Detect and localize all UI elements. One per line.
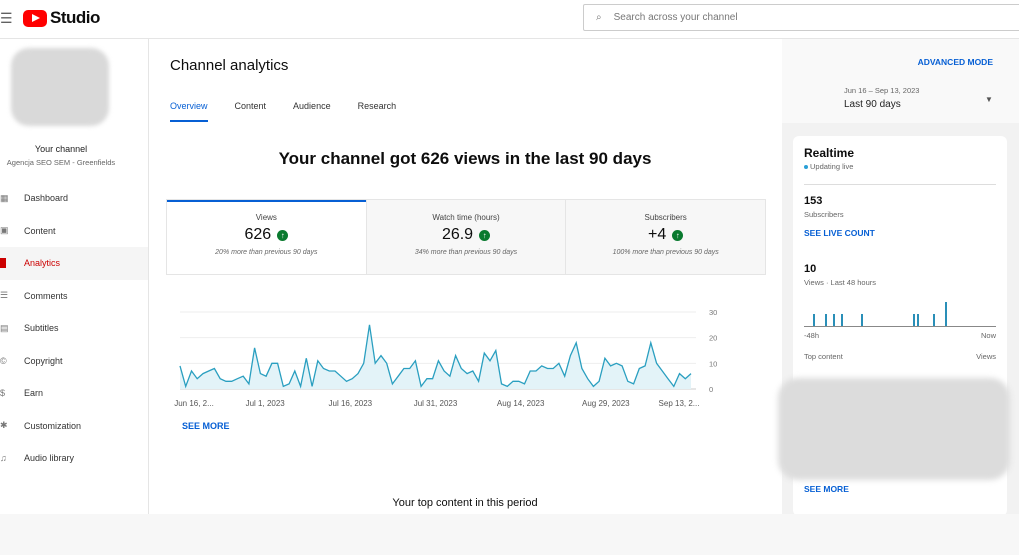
- hour-bar[interactable]: [944, 297, 948, 326]
- sidebar-item-audio-library[interactable]: ♫ Audio library: [0, 453, 75, 464]
- x-tick-label: Jul 16, 2023: [329, 399, 373, 408]
- hour-bar[interactable]: [840, 297, 844, 326]
- views-line[interactable]: [179, 324, 692, 389]
- advanced-mode-button[interactable]: ADVANCED MODE: [917, 57, 993, 67]
- hour-bar[interactable]: [832, 297, 836, 326]
- menu-icon[interactable]: ☰: [0, 10, 13, 26]
- see-more-link[interactable]: SEE MORE: [182, 421, 230, 431]
- hour-bar[interactable]: [812, 297, 816, 326]
- hour-bar[interactable]: [916, 297, 920, 326]
- date-range: Jun 16 – Sep 13, 2023: [844, 86, 920, 95]
- main-content: Channel analytics Overview Content Audienc…: [150, 39, 782, 514]
- arrow-up-icon: ↑: [277, 229, 289, 241]
- x-tick-label: Aug 14, 2023: [497, 399, 545, 408]
- customization-icon: ✱: [0, 420, 8, 431]
- hour-bar[interactable]: [932, 297, 936, 326]
- hour-bar[interactable]: [992, 297, 996, 326]
- analytics-icon: [0, 258, 6, 269]
- hour-bar[interactable]: [860, 297, 864, 326]
- x-tick-label: Jul 31, 2023: [414, 399, 458, 408]
- sidebar-item-copyright[interactable]: © Copyright: [0, 355, 63, 366]
- y-tick-label: 30: [709, 308, 717, 317]
- sidebar-item-dashboard[interactable]: ▦ Dashboard: [0, 192, 69, 204]
- top-content-thumbnail[interactable]: [778, 378, 1010, 480]
- youtube-studio-logo[interactable]: Studio: [23, 8, 100, 28]
- dropdown-caret-icon: ▼: [985, 95, 993, 104]
- subtitles-icon: ▤: [0, 322, 9, 333]
- y-tick-label: 20: [709, 334, 717, 343]
- youtube-icon: [23, 9, 47, 27]
- headline: Your channel got 626 views in the last 9…: [278, 149, 652, 168]
- tab-research[interactable]: Research: [357, 101, 397, 111]
- views-chart: 0 10 20 30 Jun 16, 2... Jul 1, 2023 Jul 16, 20…: [174, 308, 717, 408]
- channel-avatar[interactable]: [11, 48, 109, 126]
- sidebar-item-content[interactable]: ▣ Content: [0, 225, 56, 236]
- arrow-up-icon: ↑: [672, 229, 684, 241]
- sidebar-item-comments[interactable]: ☰ Comments: [0, 290, 68, 301]
- y-tick-label: 0: [709, 385, 713, 394]
- sidebar-item-customization[interactable]: ✱ Customization: [0, 420, 82, 431]
- page-title: Channel analytics: [170, 57, 289, 74]
- realtime-bar-chart: [804, 297, 996, 327]
- top-content-heading: Your top content in this period: [392, 497, 538, 509]
- metric-tab-watch[interactable]: Watch time (hours) 26.9 ↑ 34% more than pre…: [365, 200, 566, 274]
- hour-bar[interactable]: [912, 297, 916, 326]
- sidebar-item-subtitles[interactable]: ▤ Subtitles: [0, 322, 59, 334]
- channel-name: Agencja SEO SEM - Greenfields: [6, 158, 116, 167]
- realtime-see-more-link[interactable]: SEE MORE: [804, 484, 849, 494]
- x-tick-label: Jun 16, 2...: [174, 399, 214, 408]
- hour-bar[interactable]: [824, 297, 828, 326]
- dashboard-icon: ▦: [0, 192, 9, 203]
- views-area: [180, 324, 691, 389]
- x-tick-label: Sep 13, 2...: [659, 399, 700, 408]
- y-tick-label: 10: [709, 359, 717, 368]
- sidebar-item-analytics[interactable]: Analytics: [0, 247, 148, 280]
- top-bar: ☰ Studio ⌕ Search across your channel: [0, 0, 1019, 39]
- comments-icon: ☰: [0, 290, 9, 301]
- arrow-up-icon: ↑: [479, 229, 491, 241]
- channel-title: Your channel: [34, 144, 88, 154]
- tab-overview[interactable]: Overview: [170, 101, 208, 122]
- copyright-icon: ©: [0, 355, 7, 366]
- x-tick-label: Jul 1, 2023: [246, 399, 286, 408]
- audio-library-icon: ♫: [0, 453, 7, 464]
- search-icon: ⌕: [596, 12, 602, 23]
- metric-tab-views[interactable]: Views 626 ↑ 20% more than previous 90 days: [167, 200, 366, 274]
- tab-content[interactable]: Content: [234, 101, 267, 111]
- tab-audience[interactable]: Audience: [293, 101, 331, 111]
- realtime-title: Realtime: [804, 146, 855, 160]
- sidebar-item-earn[interactable]: $ Earn: [0, 388, 44, 399]
- live-dot-icon: [804, 164, 808, 169]
- x-tick-label: Aug 29, 2023: [582, 399, 630, 408]
- period-label: Last 90 days: [844, 99, 901, 110]
- see-live-count-link[interactable]: SEE LIVE COUNT: [804, 228, 875, 238]
- subscriber-count: 153: [804, 195, 823, 207]
- content-icon: ▣: [0, 225, 9, 236]
- views-count: 10: [804, 263, 817, 275]
- metric-tab-subscribers[interactable]: Subscribers +4 ↑ 100% more than previous 90…: [565, 200, 766, 274]
- sidebar: Your channel Agencja SEO SEM - Greenfiel…: [0, 39, 149, 514]
- search-input[interactable]: ⌕ Search across your channel: [583, 4, 1019, 31]
- earn-icon: $: [0, 388, 6, 399]
